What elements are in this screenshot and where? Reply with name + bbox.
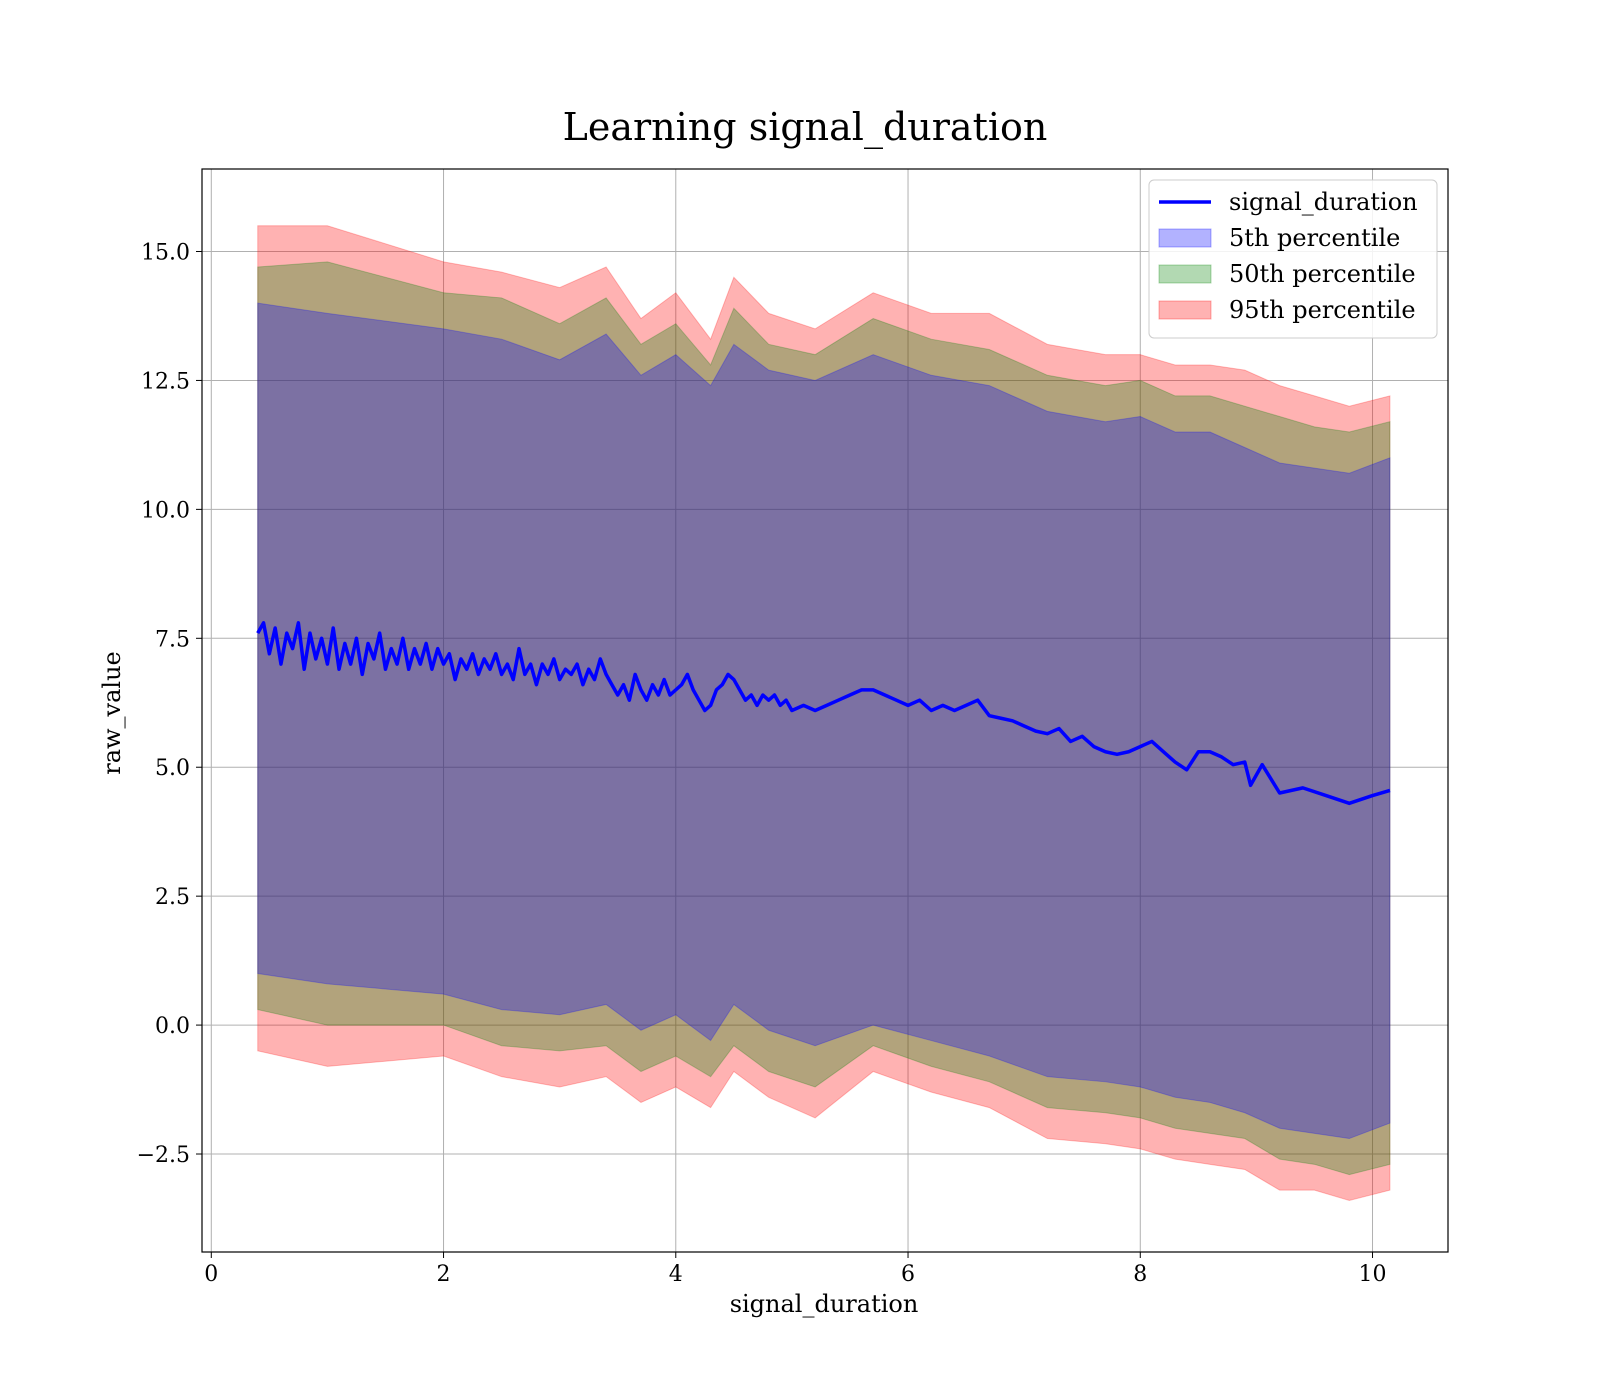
x-tick-label: 2 (437, 1262, 451, 1287)
legend-swatch-5th-percentile (1158, 228, 1212, 248)
y-axis-label: raw_value (98, 651, 126, 775)
series-line-signal-duration (256, 621, 1391, 806)
bands (257, 225, 1391, 1201)
y-tick-label: 0.0 (155, 1014, 190, 1039)
band-5th-percentile (257, 302, 1391, 1140)
y-tick-label: 7.5 (155, 627, 190, 652)
x-tick-label: 6 (901, 1262, 915, 1287)
x-tick-label: 8 (1133, 1262, 1147, 1287)
y-tick-label: 15.0 (141, 241, 190, 266)
legend-label-95th-percentile: 95th percentile (1229, 296, 1416, 324)
x-tick-label: 4 (669, 1262, 683, 1287)
x-axis-label: signal_duration (730, 1290, 919, 1318)
legend-swatch-95th-percentile (1158, 300, 1212, 320)
y-tick-label: 12.5 (141, 369, 190, 394)
legend-label-5th-percentile: 5th percentile (1229, 224, 1400, 252)
chart-title: Learning signal_duration (563, 105, 1048, 150)
axes-frame (201, 168, 1449, 1253)
x-tick-label: 10 (1359, 1262, 1387, 1287)
y-tick-label: 10.0 (141, 498, 190, 523)
band-50th-percentile (257, 261, 1391, 1176)
y-tick-label: 2.5 (155, 885, 190, 910)
legend-box (1148, 179, 1438, 339)
x-tick-label: 0 (204, 1262, 218, 1287)
y-tick-label: −2.5 (137, 1143, 190, 1168)
band-95th-percentile (257, 225, 1391, 1201)
y-tick-label: 5.0 (155, 756, 190, 781)
legend: signal_duration 5th percentile 50th percen… (1148, 179, 1438, 339)
plot-area: 0 2 4 6 8 10 −2.5 0.0 2.5 5.0 7.5 10.0 12.5 15.0 (137, 168, 1449, 1287)
legend-label-signal-duration: signal_duration (1229, 188, 1418, 216)
legend-swatch-50th-percentile (1158, 264, 1212, 284)
legend-label-50th-percentile: 50th percentile (1229, 260, 1416, 288)
